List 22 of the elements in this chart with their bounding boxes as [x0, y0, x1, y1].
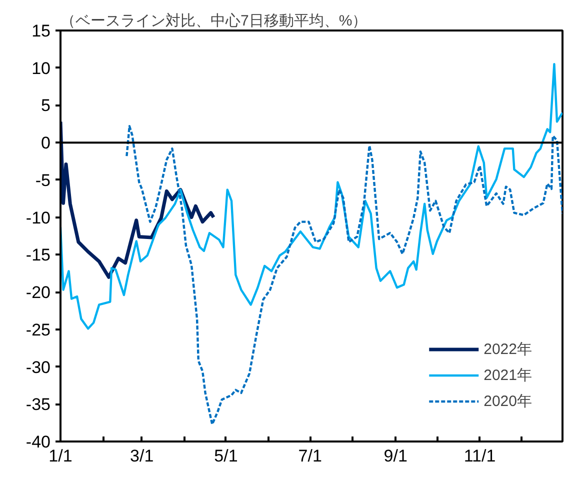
y-tick-label: -40 — [26, 432, 51, 452]
y-tick-label: 5 — [41, 96, 51, 116]
y-tick-label: -35 — [26, 395, 51, 414]
x-tick-label: 11/1 — [464, 446, 496, 466]
y-tick-label: 10 — [32, 58, 51, 78]
x-tick-label: 9/1 — [384, 446, 408, 466]
y-tick-label: -20 — [26, 283, 51, 302]
legend-label: 2022年 — [484, 340, 532, 358]
x-tick-label: 3/1 — [130, 446, 154, 466]
y-tick-label: -30 — [26, 358, 51, 377]
y-tick-label: -25 — [26, 320, 51, 340]
legend-label: 2021年 — [484, 366, 532, 384]
y-tick-label: -15 — [26, 246, 51, 265]
chart-title: （ベースライン対比、中心7日移動平均、%） — [60, 12, 368, 30]
x-tick-label: 7/1 — [298, 446, 322, 466]
x-tick-label: 1/1 — [48, 446, 72, 466]
x-tick-label: 5/1 — [214, 446, 238, 466]
legend-label: 2020年 — [484, 392, 532, 410]
y-tick-label: 0 — [41, 134, 51, 153]
y-tick-label: -5 — [35, 170, 51, 190]
y-tick-label: -10 — [26, 208, 51, 228]
y-tick-label: 15 — [32, 22, 51, 40]
